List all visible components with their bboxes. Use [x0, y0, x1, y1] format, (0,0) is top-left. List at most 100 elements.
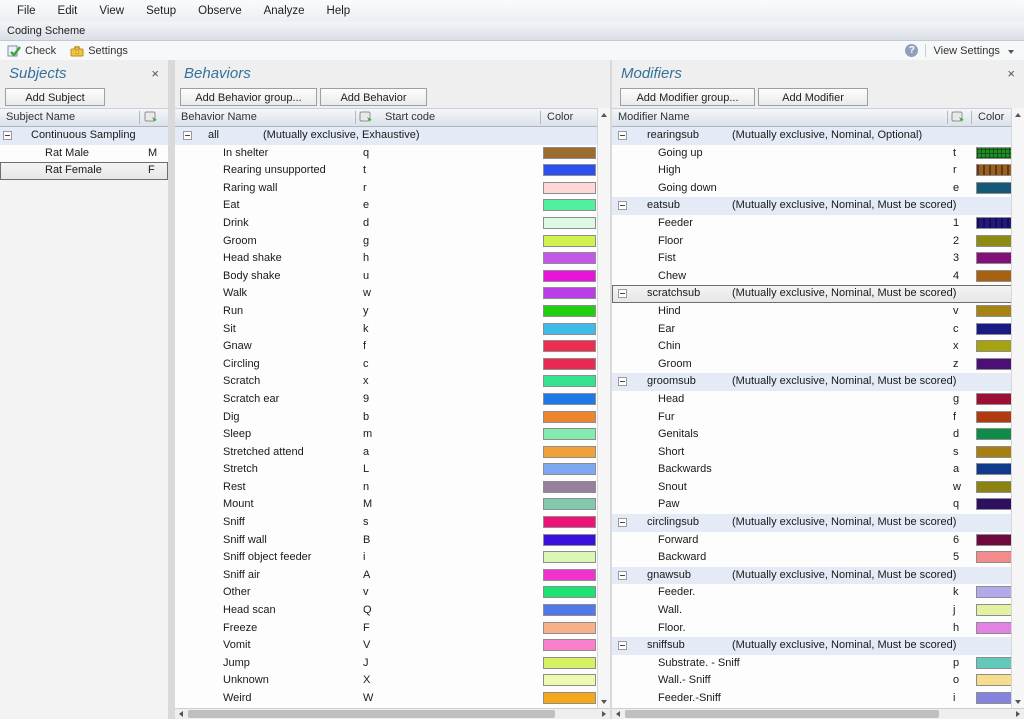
scroll-up-icon[interactable] — [598, 108, 610, 121]
modifier-color-swatch[interactable] — [976, 551, 1012, 563]
behavior-color-swatch[interactable] — [543, 639, 596, 651]
modifier-row[interactable]: Substrate. - Sniff p — [612, 655, 1012, 673]
behavior-color-swatch[interactable] — [543, 182, 596, 194]
behavior-row[interactable]: Sniff object feeder i — [175, 549, 597, 567]
behavior-color-swatch[interactable] — [543, 481, 596, 493]
modifier-color-swatch[interactable] — [976, 674, 1012, 686]
modifier-group-row[interactable]: rearingsub (Mutually exclusive, Nominal,… — [612, 127, 1012, 145]
collapse-expander-icon[interactable] — [618, 201, 627, 210]
behavior-row[interactable]: Drink d — [175, 215, 597, 233]
menu-file[interactable]: File — [6, 0, 47, 22]
settings-button[interactable]: Settings — [63, 41, 135, 60]
behavior-row[interactable]: Vomit V — [175, 637, 597, 655]
behavior-row[interactable]: Walk w — [175, 285, 597, 303]
behavior-row[interactable]: Raring wall r — [175, 180, 597, 198]
check-button[interactable]: Check — [0, 41, 63, 60]
keyboard-key-icon[interactable] — [951, 111, 966, 124]
behavior-color-swatch[interactable] — [543, 586, 596, 598]
behavior-color-swatch[interactable] — [543, 534, 596, 546]
panel-splitter[interactable] — [168, 60, 175, 719]
modifier-color-swatch[interactable] — [976, 446, 1012, 458]
modifier-group-row[interactable]: circlingsub (Mutually exclusive, Nominal… — [612, 514, 1012, 532]
subject-row[interactable]: Rat Female F — [0, 162, 168, 180]
behavior-row[interactable]: Stretch L — [175, 461, 597, 479]
behavior-row[interactable]: Sleep m — [175, 426, 597, 444]
behavior-row[interactable]: Groom g — [175, 233, 597, 251]
behavior-row[interactable]: Circling c — [175, 356, 597, 374]
behavior-color-swatch[interactable] — [543, 692, 596, 704]
modifier-color-swatch[interactable] — [976, 182, 1012, 194]
modifier-row[interactable]: Wall. j — [612, 602, 1012, 620]
modifier-color-swatch[interactable] — [976, 463, 1012, 475]
keyboard-key-icon[interactable] — [144, 111, 159, 124]
behavior-row[interactable]: Stretched attend a — [175, 444, 597, 462]
modifier-color-swatch[interactable] — [976, 235, 1012, 247]
behavior-row[interactable]: Head shake h — [175, 250, 597, 268]
menu-edit[interactable]: Edit — [47, 0, 89, 22]
modifier-color-swatch[interactable] — [976, 270, 1012, 282]
scrollbar-thumb[interactable] — [188, 710, 555, 718]
collapse-expander-icon[interactable] — [618, 131, 627, 140]
behavior-row[interactable]: Freeze F — [175, 620, 597, 638]
modifier-row[interactable]: Fur f — [612, 409, 1012, 427]
help-icon[interactable]: ? — [905, 44, 918, 57]
behavior-color-swatch[interactable] — [543, 516, 596, 528]
scroll-down-icon[interactable] — [1012, 695, 1024, 708]
behavior-row[interactable]: In shelter q — [175, 145, 597, 163]
modifier-color-swatch[interactable] — [976, 586, 1012, 598]
modifier-color-swatch[interactable] — [976, 164, 1012, 176]
behavior-row[interactable]: Sniff s — [175, 514, 597, 532]
add-subject-button[interactable]: Add Subject — [5, 88, 105, 106]
modifiers-horizontal-scrollbar[interactable] — [612, 708, 1024, 719]
modifier-color-swatch[interactable] — [976, 411, 1012, 423]
behavior-color-swatch[interactable] — [543, 498, 596, 510]
add-modifier-button[interactable]: Add Modifier — [758, 88, 868, 106]
modifier-row[interactable]: Genitals d — [612, 426, 1012, 444]
behavior-color-swatch[interactable] — [543, 217, 596, 229]
modifier-group-row[interactable]: groomsub (Mutually exclusive, Nominal, M… — [612, 373, 1012, 391]
behavior-row[interactable]: Head scan Q — [175, 602, 597, 620]
behavior-row[interactable]: Run y — [175, 303, 597, 321]
collapse-expander-icon[interactable] — [618, 571, 627, 580]
keyboard-key-icon[interactable] — [359, 111, 374, 124]
collapse-expander-icon[interactable] — [618, 289, 627, 298]
modifier-row[interactable]: Snout w — [612, 479, 1012, 497]
subject-group-row[interactable]: Continuous Sampling — [0, 127, 168, 145]
behavior-row[interactable]: Other v — [175, 584, 597, 602]
scroll-down-icon[interactable] — [598, 695, 610, 708]
behavior-color-swatch[interactable] — [543, 657, 596, 669]
scroll-right-icon[interactable] — [1012, 709, 1024, 719]
modifier-row[interactable]: Forward 6 — [612, 532, 1012, 550]
behavior-color-swatch[interactable] — [543, 252, 596, 264]
modifier-row[interactable]: Groom z — [612, 356, 1012, 374]
behavior-row[interactable]: Sniff air A — [175, 567, 597, 585]
scroll-left-icon[interactable] — [612, 709, 624, 719]
behavior-group-row[interactable]: all (Mutually exclusive, Exhaustive) — [175, 127, 597, 145]
modifier-color-swatch[interactable] — [976, 622, 1012, 634]
menu-help[interactable]: Help — [316, 0, 362, 22]
modifier-color-swatch[interactable] — [976, 147, 1012, 159]
collapse-expander-icon[interactable] — [618, 518, 627, 527]
add-modifier-group-button[interactable]: Add Modifier group... — [620, 88, 755, 106]
modifier-color-swatch[interactable] — [976, 604, 1012, 616]
scrollbar-thumb[interactable] — [625, 710, 939, 718]
behavior-color-swatch[interactable] — [543, 340, 596, 352]
collapse-expander-icon[interactable] — [618, 377, 627, 386]
modifier-color-swatch[interactable] — [976, 534, 1012, 546]
modifier-color-swatch[interactable] — [976, 252, 1012, 264]
behavior-color-swatch[interactable] — [543, 375, 596, 387]
modifier-color-swatch[interactable] — [976, 358, 1012, 370]
modifier-group-row[interactable]: gnawsub (Mutually exclusive, Nominal, Mu… — [612, 567, 1012, 585]
modifier-row[interactable]: Paw q — [612, 496, 1012, 514]
modifier-color-swatch[interactable] — [976, 498, 1012, 510]
behavior-color-swatch[interactable] — [543, 287, 596, 299]
modifier-row[interactable]: Going up t — [612, 145, 1012, 163]
modifier-row[interactable]: Chew 4 — [612, 268, 1012, 286]
modifier-row[interactable]: Feeder.-Sniff i — [612, 690, 1012, 708]
modifier-group-row[interactable]: scratchsub (Mutually exclusive, Nominal,… — [612, 285, 1012, 303]
behavior-row[interactable]: Gnaw f — [175, 338, 597, 356]
modifier-row[interactable]: Floor. h — [612, 620, 1012, 638]
subjects-close-icon[interactable]: × — [151, 67, 159, 80]
modifier-row[interactable]: Ear c — [612, 321, 1012, 339]
add-behavior-button[interactable]: Add Behavior — [320, 88, 427, 106]
